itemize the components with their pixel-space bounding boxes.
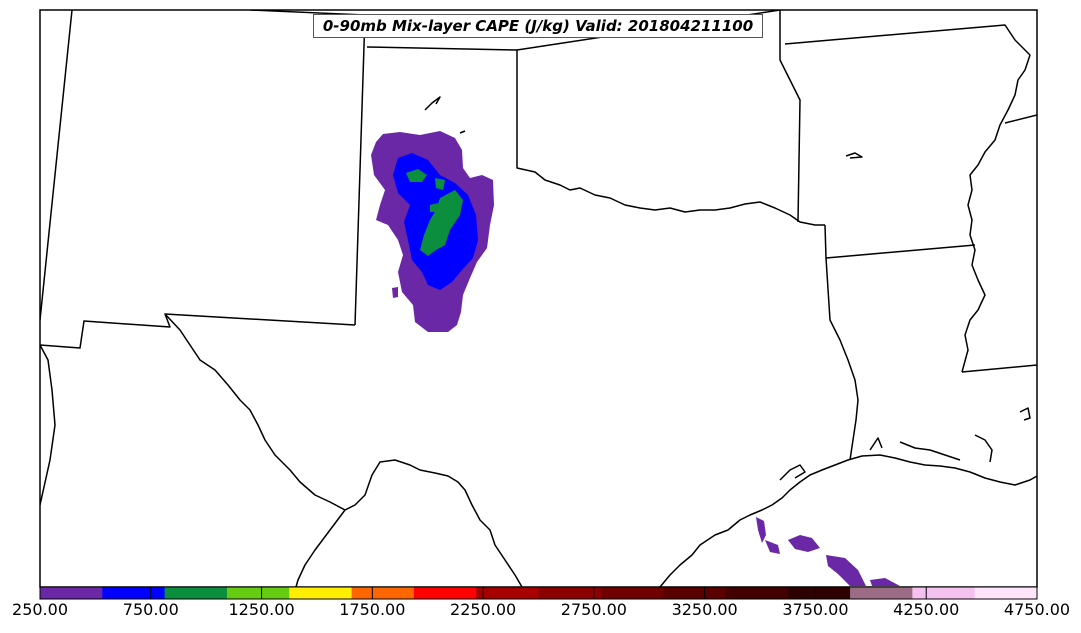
colorbar-swatch [787,587,851,599]
colorbar-tick-label: 1750.00 [339,600,406,619]
colorbar-swatch [974,587,1038,599]
colorbar-swatch [164,587,228,599]
map-title: 0-90mb Mix-layer CAPE (J/kg) Valid: 2018… [313,14,763,38]
colorbar-tick-label: 3250.00 [671,600,738,619]
colorbar-swatch [351,587,415,599]
colorbar-swatch [663,587,726,599]
cape-fill-green-region [406,169,463,256]
colorbar-tick-label: 4250.00 [893,600,960,619]
colorbar-tick-label: 250.00 [12,600,68,619]
colorbar-swatch [538,587,602,599]
colorbar-swatch [40,587,103,599]
colorbar-swatch [289,587,353,599]
map-frame [39,9,1038,588]
colorbar-swatch [102,587,166,599]
colorbar-swatch [413,587,477,599]
colorbar-tick-labels: 250.00 750.00 1250.00 1750.00 2250.00 2750.00… [0,600,1081,630]
colorbar-tick-label: 750.00 [122,600,179,619]
colorbar-tick-label: 2250.00 [450,600,517,619]
colorbar-tick-label: 3750.00 [782,600,849,619]
colorbar-swatch [850,587,913,599]
colorbar-tick-label: 1250.00 [228,600,295,619]
colorbar-swatch [725,587,789,599]
state-boundaries [40,10,1037,587]
colorbar-swatch [476,587,539,599]
colorbar-swatch [600,587,664,599]
colorbar-swatch [226,587,290,599]
colorbar-tick-label: 2750.00 [560,600,627,619]
colorbar [39,586,1038,600]
colorbar-swatch [912,587,976,599]
colorbar-tick-label: 4750.00 [1003,600,1071,619]
